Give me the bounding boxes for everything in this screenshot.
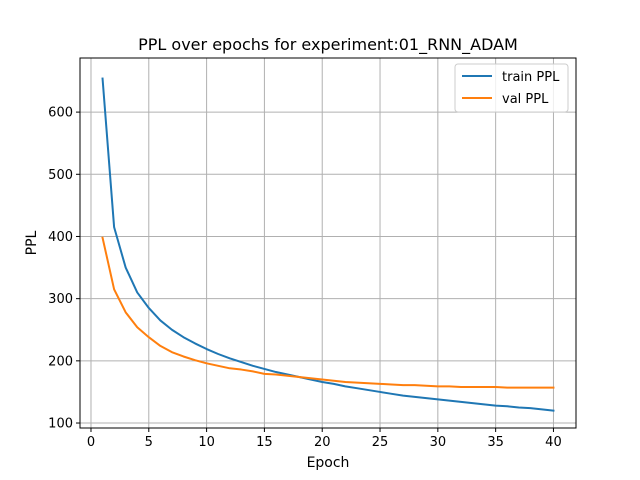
x-tick-label: 25 (372, 435, 389, 450)
legend: train PPL val PPL (454, 63, 569, 113)
y-tick-label: 500 (48, 168, 73, 183)
y-tick-label: 400 (48, 230, 73, 245)
y-tick-label: 600 (48, 106, 73, 121)
x-tick-label: 10 (198, 435, 215, 450)
chart-title: PPL over epochs for experiment:01_RNN_AD… (138, 35, 518, 55)
y-tick-label: 200 (48, 354, 73, 369)
x-axis-label: Epoch (307, 455, 350, 471)
x-tick-label: 40 (545, 435, 562, 450)
x-tick-label: 15 (256, 435, 273, 450)
y-axis-label: PPL (24, 230, 40, 255)
legend-label-val: val PPL (502, 92, 549, 107)
x-tick-label: 30 (430, 435, 447, 450)
x-tick-label: 0 (87, 435, 95, 450)
y-tick-label: 100 (48, 417, 73, 432)
x-tick-label: 20 (314, 435, 331, 450)
grid (80, 58, 576, 428)
ticks: 0 5 10 15 20 25 30 35 40 100 200 300 400 500 600 (48, 106, 562, 450)
series-layer (101, 77, 555, 412)
x-tick-label: 35 (487, 435, 504, 450)
legend-label-train: train PPL (502, 70, 560, 85)
plot-area (80, 58, 576, 428)
val-ppl-line (101, 236, 555, 389)
x-tick-label: 5 (145, 435, 153, 450)
train-ppl-line (101, 77, 555, 412)
plot-frame (79, 57, 577, 429)
y-tick-label: 300 (48, 292, 73, 307)
